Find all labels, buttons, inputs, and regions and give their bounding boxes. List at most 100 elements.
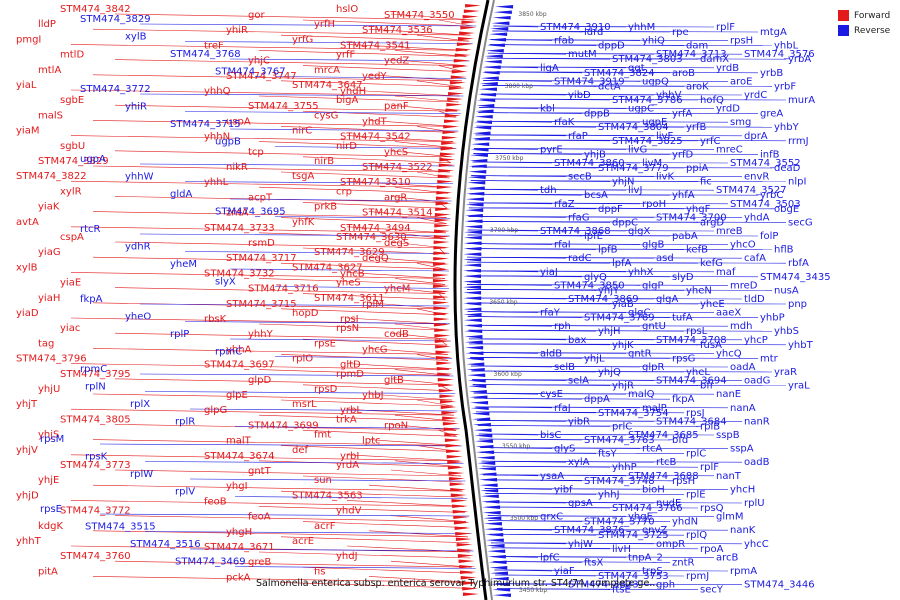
leader-line <box>488 52 743 55</box>
reverse-gene-label-kefg: kefG <box>700 258 723 269</box>
leader-line <box>114 59 465 66</box>
reverse-gene-label-stm474-3708: STM474_3708 <box>656 335 727 346</box>
reverse-gene-arrow <box>470 148 489 152</box>
leader-line <box>346 272 446 279</box>
reverse-gene-label-mura: murA <box>788 95 815 106</box>
reverse-gene-label-rpln: rplN <box>85 382 106 393</box>
reverse-gene-label-glgp: glgP <box>642 280 664 291</box>
reverse-gene-label-mdh: mdh <box>730 321 752 332</box>
reverse-gene-label-rplf: rplF <box>716 22 735 33</box>
leader-line <box>144 461 464 464</box>
reverse-gene-label-stm474-3803: STM474_3803 <box>612 54 683 65</box>
forward-gene-label-yiac: yiac <box>60 323 80 334</box>
leader-line <box>470 365 729 368</box>
reverse-gene-label-nant: nanT <box>716 471 742 482</box>
leader-line <box>139 93 464 97</box>
leader-line <box>274 356 453 359</box>
reverse-gene-arrow <box>481 71 500 75</box>
forward-gene-arrow <box>460 576 477 580</box>
reverse-gene-arrow <box>473 120 492 124</box>
reverse-gene-arrow <box>492 16 511 20</box>
leader-line <box>416 217 447 224</box>
forward-gene-label-gltb: gltB <box>384 375 404 386</box>
forward-gene-label-sun: sun <box>314 475 332 486</box>
reverse-gene-arrow <box>487 555 506 559</box>
leader-line <box>484 488 729 490</box>
reverse-gene-label-stm474-3715: STM474_3715 <box>170 119 241 130</box>
leader-line <box>114 241 446 249</box>
reverse-gene-arrow <box>463 263 482 267</box>
leader-line <box>114 469 461 477</box>
leader-line <box>302 156 451 164</box>
reverse-gene-label-glda: gldA <box>170 189 192 200</box>
leader-line <box>114 560 472 568</box>
forward-gene-label-gor: gor <box>248 10 265 21</box>
reverse-gene-arrow <box>466 192 485 196</box>
forward-gene-label-yhdj: yhdJ <box>336 551 358 562</box>
forward-gene-label-stm474-3542: STM474_3542 <box>340 132 411 143</box>
leader-line <box>467 248 773 250</box>
forward-gene-arrow <box>449 81 466 85</box>
reverse-gene-arrow <box>482 511 501 515</box>
leader-line <box>467 311 715 313</box>
forward-gene-arrow <box>433 284 450 288</box>
leader-line <box>394 278 446 285</box>
forward-gene-arrow <box>442 422 459 426</box>
leader-line <box>481 93 743 96</box>
forward-gene-label-avta: avtA <box>16 217 39 228</box>
leader-line <box>483 80 729 82</box>
leader-line <box>280 490 464 498</box>
forward-gene-label-yiam: yiaM <box>16 126 39 137</box>
reverse-gene-label-arok: aroK <box>686 81 709 92</box>
reverse-gene-arrow <box>477 461 496 465</box>
leader-line <box>468 338 743 341</box>
forward-gene-arrow <box>462 587 479 591</box>
reverse-gene-label-grea: greA <box>760 109 783 120</box>
legend-reverse-label: Reverse <box>854 25 891 36</box>
reverse-gene-label-rfaz: rfaZ <box>554 199 575 210</box>
reverse-gene-label-aaex: aaeX <box>716 308 741 319</box>
reverse-gene-label-dppc: dppC <box>612 217 638 228</box>
forward-gene-label-trka: trkA <box>336 414 357 425</box>
reverse-gene-label-stm474-3770: STM474_3770 <box>584 517 655 528</box>
leader-line <box>368 211 447 218</box>
leader-line <box>368 348 448 355</box>
leader-line <box>229 338 451 342</box>
leader-line <box>184 321 450 324</box>
reverse-gene-label-stm474-3515: STM474_3515 <box>85 522 156 533</box>
reverse-gene-label-rplr: rplR <box>175 417 195 428</box>
forward-gene-arrow <box>456 543 473 547</box>
reverse-gene-label-pyre: pyrE <box>540 144 563 155</box>
leader-line <box>92 165 450 173</box>
reverse-gene-label-gph: gph <box>656 580 675 591</box>
leader-line <box>483 479 671 482</box>
forward-gene-label-stm474-3627: STM474_3627 <box>292 262 363 273</box>
leader-line <box>485 493 685 495</box>
leader-line <box>467 302 787 305</box>
leader-line <box>229 198 452 202</box>
reverse-gene-label-glgx: glgX <box>628 226 650 237</box>
reverse-gene-label-stm474-3869: STM474_3869 <box>568 294 639 305</box>
reverse-gene-label-livk: livK <box>656 172 674 183</box>
leader-line <box>368 530 468 538</box>
reverse-gene-label-yhbl: yhbL <box>774 41 799 52</box>
leader-line <box>416 354 449 361</box>
reverse-gene-label-lpfe: lpfE <box>584 231 603 242</box>
leader-line <box>490 39 729 41</box>
leader-line <box>484 71 759 74</box>
forward-gene-arrow <box>454 526 471 530</box>
forward-gene-arrow <box>453 59 470 63</box>
reverse-gene-label-yhjh: yhjH <box>598 326 621 337</box>
forward-gene-label-yhgi: yhgI <box>226 481 248 492</box>
forward-gene-arrow <box>434 229 451 233</box>
reverse-gene-label-ggt: ggt <box>628 63 645 74</box>
leader-line <box>473 153 759 155</box>
leader-line <box>114 13 474 21</box>
reverse-gene-label-rpmj: rpmJ <box>686 571 709 582</box>
leader-line <box>483 474 715 477</box>
forward-gene-label-stm474-3773: STM474_3773 <box>60 460 131 471</box>
forward-gene-label-sgbu: sgbU <box>60 141 85 152</box>
leader-line <box>474 139 787 142</box>
leader-line <box>258 369 450 376</box>
reverse-gene-label-prlc: prlC <box>612 421 632 432</box>
